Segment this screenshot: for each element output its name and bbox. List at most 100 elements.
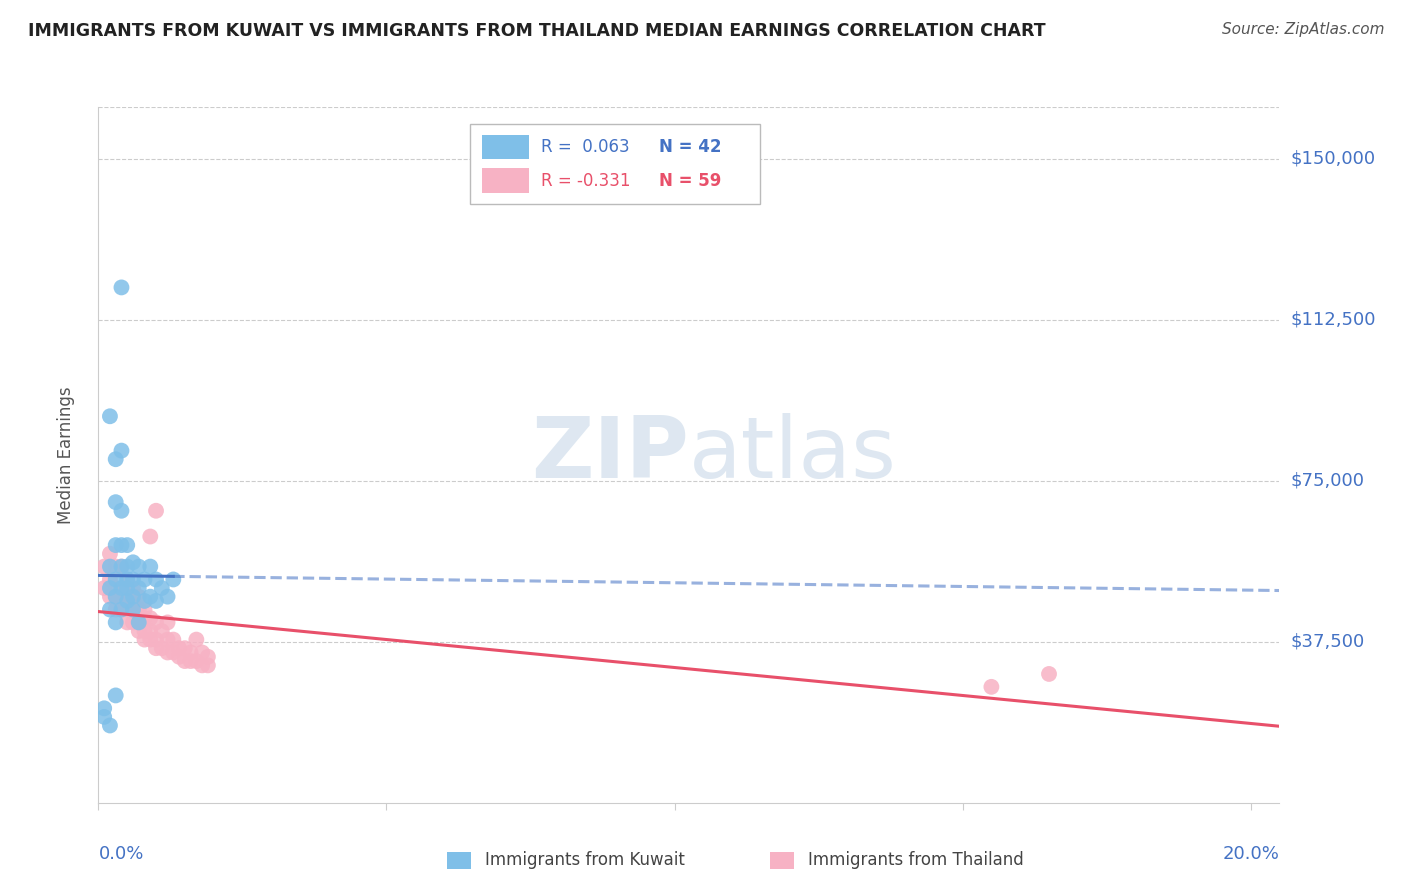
Point xyxy=(110,559,132,574)
Point xyxy=(167,641,190,656)
Point xyxy=(128,602,150,616)
Point xyxy=(128,559,150,574)
Point xyxy=(128,615,150,630)
Point xyxy=(115,559,138,574)
Point xyxy=(110,504,132,518)
Point xyxy=(139,611,162,625)
Text: R =  0.063: R = 0.063 xyxy=(541,138,630,156)
Point xyxy=(150,624,173,638)
Point xyxy=(98,602,121,616)
Point xyxy=(180,645,202,659)
Point xyxy=(145,573,167,587)
Point xyxy=(122,590,145,604)
Point xyxy=(115,590,138,604)
Point xyxy=(197,658,219,673)
Point xyxy=(134,632,156,647)
Bar xyxy=(482,169,530,193)
Point xyxy=(156,645,179,659)
Point xyxy=(134,611,156,625)
Text: 20.0%: 20.0% xyxy=(1223,845,1279,863)
Point xyxy=(156,615,179,630)
Point xyxy=(110,602,132,616)
Point xyxy=(110,581,132,595)
Point xyxy=(98,718,121,732)
Point xyxy=(191,645,214,659)
Point xyxy=(128,581,150,595)
Point xyxy=(134,573,156,587)
Point xyxy=(145,615,167,630)
FancyBboxPatch shape xyxy=(471,124,759,204)
Text: N = 59: N = 59 xyxy=(659,172,721,190)
Point xyxy=(128,624,150,638)
Point xyxy=(110,602,132,616)
Point xyxy=(1038,667,1060,681)
Point xyxy=(104,615,127,630)
Text: $75,000: $75,000 xyxy=(1291,472,1365,490)
Bar xyxy=(482,135,530,159)
Point xyxy=(104,590,127,604)
Point xyxy=(122,594,145,608)
Point xyxy=(104,689,127,703)
Point xyxy=(122,602,145,616)
Point xyxy=(180,654,202,668)
Point xyxy=(139,559,162,574)
Point xyxy=(104,559,127,574)
Point xyxy=(115,573,138,587)
Point xyxy=(104,452,127,467)
Point xyxy=(104,590,127,604)
Point xyxy=(98,581,121,595)
Point xyxy=(98,409,121,424)
Text: Immigrants from Thailand: Immigrants from Thailand xyxy=(808,851,1024,869)
Text: $150,000: $150,000 xyxy=(1291,150,1375,168)
Point xyxy=(115,581,138,595)
Point xyxy=(173,654,195,668)
Point xyxy=(162,573,184,587)
Point xyxy=(110,443,132,458)
Point xyxy=(115,615,138,630)
Point xyxy=(145,504,167,518)
Point xyxy=(122,581,145,595)
Point xyxy=(139,529,162,543)
Point xyxy=(98,590,121,604)
Point xyxy=(145,632,167,647)
Point xyxy=(156,590,179,604)
Point xyxy=(110,280,132,294)
Point xyxy=(145,594,167,608)
Point xyxy=(115,538,138,552)
Point xyxy=(156,632,179,647)
Text: Immigrants from Kuwait: Immigrants from Kuwait xyxy=(485,851,685,869)
Point xyxy=(110,581,132,595)
Point xyxy=(139,624,162,638)
Point xyxy=(98,559,121,574)
Point xyxy=(93,701,115,715)
Point xyxy=(980,680,1002,694)
Point xyxy=(134,624,156,638)
Point xyxy=(150,581,173,595)
Point xyxy=(122,602,145,616)
Point xyxy=(110,538,132,552)
Point xyxy=(145,641,167,656)
Point xyxy=(173,641,195,656)
Text: ZIP: ZIP xyxy=(531,413,689,497)
Text: R = -0.331: R = -0.331 xyxy=(541,172,631,190)
Point xyxy=(139,590,162,604)
Point xyxy=(191,658,214,673)
Point xyxy=(104,495,127,509)
Point xyxy=(134,602,156,616)
Point xyxy=(134,594,156,608)
Point xyxy=(93,581,115,595)
Text: $37,500: $37,500 xyxy=(1291,632,1365,651)
Point xyxy=(104,581,127,595)
Text: Source: ZipAtlas.com: Source: ZipAtlas.com xyxy=(1222,22,1385,37)
Point xyxy=(93,710,115,724)
Point xyxy=(115,581,138,595)
Point xyxy=(104,602,127,616)
Text: IMMIGRANTS FROM KUWAIT VS IMMIGRANTS FROM THAILAND MEDIAN EARNINGS CORRELATION C: IMMIGRANTS FROM KUWAIT VS IMMIGRANTS FRO… xyxy=(28,22,1046,40)
Text: N = 42: N = 42 xyxy=(659,138,721,156)
Point xyxy=(110,590,132,604)
Point xyxy=(98,573,121,587)
Point xyxy=(186,654,208,668)
Point xyxy=(115,602,138,616)
Point xyxy=(110,559,132,574)
Point xyxy=(93,559,115,574)
